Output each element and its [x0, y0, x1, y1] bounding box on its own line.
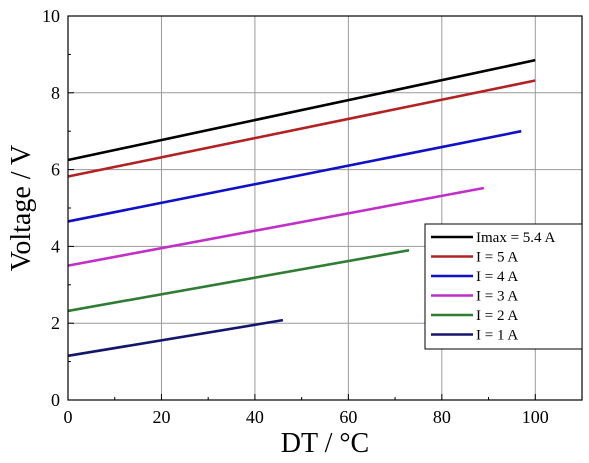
x-tick-label: 20 [152, 407, 170, 427]
series-line-1 [67, 58, 536, 162]
series-line-3 [67, 129, 522, 223]
x-tick-label: 0 [64, 407, 73, 427]
y-tick-label: 2 [51, 313, 60, 333]
axis-ticks: 0 20 40 60 80 100 0 2 4 6 8 10 [42, 6, 549, 427]
series-line-4 [67, 186, 485, 267]
y-tick-label: 0 [51, 390, 60, 410]
legend-label: I = 1 A [476, 328, 518, 344]
x-tick-label: 60 [339, 407, 357, 427]
series-line-6 [67, 318, 284, 358]
legend-label: I = 2 A [476, 308, 518, 324]
y-tick-label: 6 [51, 160, 60, 180]
x-tick-label: 80 [433, 407, 451, 427]
x-axis-label: DT / °C [281, 428, 369, 459]
series-line-2 [67, 79, 536, 178]
legend-label: I = 4 A [476, 269, 518, 285]
x-tick-label: 100 [522, 407, 549, 427]
y-tick-label: 4 [51, 236, 60, 256]
y-tick-label: 10 [42, 6, 60, 26]
y-tick-label: 8 [51, 83, 60, 103]
y-axis-label: Voltage / V [6, 145, 37, 272]
legend-label: I = 5 A [476, 250, 518, 266]
series-lines [67, 58, 536, 358]
legend: Imax = 5.4 A I = 5 A I = 4 A I = 3 A I = 2 A… [424, 223, 583, 350]
legend-box [424, 223, 583, 350]
x-tick-label: 40 [246, 407, 264, 427]
series-line-5 [67, 248, 410, 313]
legend-label: Imax = 5.4 A [476, 230, 555, 246]
legend-label: I = 3 A [476, 289, 518, 305]
